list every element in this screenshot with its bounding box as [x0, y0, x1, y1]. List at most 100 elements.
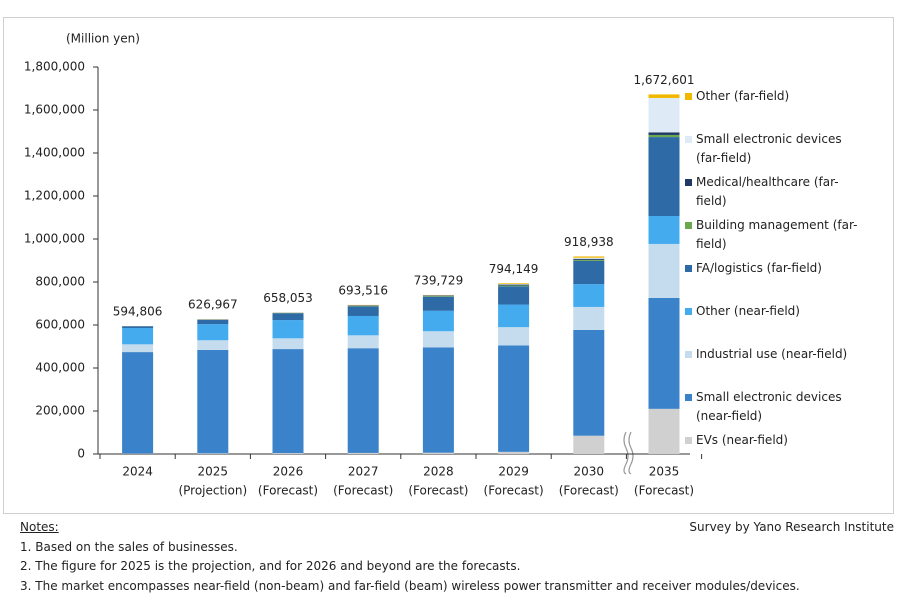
bar-segment — [498, 304, 530, 328]
bar-segment — [422, 310, 454, 332]
bar-segment — [573, 435, 605, 454]
bar-segment — [197, 319, 229, 325]
y-tick-label: 1,000,000 — [24, 232, 85, 246]
bar-segment — [422, 452, 454, 454]
x-tick-label: (Projection) — [178, 484, 247, 498]
bar-segment — [422, 296, 454, 311]
y-tick-label: 0 — [77, 447, 85, 461]
bar-segment — [272, 313, 304, 321]
bar-segment — [648, 243, 680, 298]
bar-segment — [648, 97, 680, 133]
legend-swatch — [685, 93, 692, 100]
legend-item: Other (far-field) — [685, 87, 866, 106]
total-label: 1,672,601 — [633, 73, 694, 87]
legend-label: Small electronic devices (far-field) — [696, 132, 842, 165]
bar-segment — [122, 328, 154, 345]
bar-segment — [122, 352, 154, 454]
legend-swatch — [685, 222, 692, 229]
bar-segment — [498, 327, 530, 346]
bar-segment — [197, 340, 229, 350]
bar-segment — [122, 326, 154, 329]
x-tick-label: (Forecast) — [408, 484, 468, 498]
bar-segment — [648, 132, 680, 135]
legend-item: Small electronic devices (far-field) — [685, 130, 866, 168]
bar-segment — [347, 452, 379, 454]
y-tick-label: 600,000 — [35, 318, 85, 332]
y-tick-label: 200,000 — [35, 404, 85, 418]
bar-segment — [422, 347, 454, 453]
y-tick-label: 1,600,000 — [24, 103, 85, 117]
bar-segment — [573, 256, 605, 258]
note: 2. The figure for 2025 is the projection… — [20, 559, 521, 573]
bar-segment — [498, 451, 530, 454]
legend-swatch — [685, 394, 692, 401]
x-tick-label: (Forecast) — [634, 484, 694, 498]
y-axis-label: (Million yen) — [66, 32, 140, 46]
x-tick-label: 2028 — [423, 465, 454, 479]
x-tick-label: 2027 — [348, 465, 379, 479]
chart-frame — [3, 17, 894, 514]
break-line — [623, 431, 629, 475]
legend-swatch — [685, 265, 692, 272]
total-label: 918,938 — [564, 235, 614, 249]
source: Survey by Yano Research Institute — [689, 520, 894, 534]
bar-segment — [347, 306, 379, 316]
legend-label: Medical/healthcare (far-field) — [696, 175, 839, 208]
legend-swatch — [685, 136, 692, 143]
legend-swatch — [685, 437, 692, 444]
total-label: 693,516 — [338, 283, 388, 297]
bar-segment — [272, 453, 304, 454]
y-tick-label: 1,400,000 — [24, 146, 85, 160]
x-tick-label: 2025 — [198, 465, 229, 479]
x-tick-label: 2029 — [498, 465, 529, 479]
legend-swatch — [685, 308, 692, 315]
y-tick-label: 1,800,000 — [24, 60, 85, 74]
bar-segment — [347, 315, 379, 336]
legend-swatch — [685, 179, 692, 186]
axis-break — [623, 431, 634, 475]
y-tick-label: 1,200,000 — [24, 189, 85, 203]
bar-segment — [197, 453, 229, 454]
legend-label: Small electronic devices (near-field) — [696, 390, 842, 423]
legend-label: EVs (near-field) — [696, 433, 788, 447]
bar-segment — [648, 215, 680, 244]
bar-segment — [498, 285, 530, 287]
bar-segment — [122, 344, 154, 353]
legend-swatch — [685, 351, 692, 358]
x-tick-label: 2024 — [122, 465, 153, 479]
notes-heading: Notes: — [20, 520, 59, 534]
bar-segment — [648, 408, 680, 454]
bar-segment — [272, 338, 304, 350]
bar-segment — [498, 284, 530, 286]
bar-segment — [648, 134, 680, 138]
bar-segment — [573, 284, 605, 307]
total-label: 626,967 — [188, 298, 238, 312]
legend-item: Medical/healthcare (far-field) — [685, 173, 866, 211]
bar-segment — [648, 297, 680, 409]
legend-item: EVs (near-field) — [685, 431, 866, 450]
legend-item: Small electronic devices (near-field) — [685, 388, 866, 426]
bar-segment — [197, 324, 229, 341]
x-tick-label: (Forecast) — [258, 484, 318, 498]
x-tick-label: (Forecast) — [559, 484, 619, 498]
bar-segment — [573, 258, 605, 260]
legend-item: Other (near-field) — [685, 302, 866, 321]
bar-segment — [648, 94, 680, 98]
x-tick-label: 2026 — [273, 465, 304, 479]
bar-segment — [573, 259, 605, 261]
total-label: 794,149 — [489, 262, 539, 276]
legend-label: Other (far-field) — [696, 89, 790, 103]
x-tick-label: 2035 — [649, 465, 680, 479]
y-tick-label: 800,000 — [35, 275, 85, 289]
x-tick-label: (Forecast) — [484, 484, 544, 498]
bar-segment — [422, 295, 454, 297]
total-label: 658,053 — [263, 291, 313, 305]
legend-label: Other (near-field) — [696, 304, 800, 318]
legend-item: Building management (far-field) — [685, 216, 866, 254]
bar-segment — [197, 349, 229, 454]
legend-item: Industrial use (near-field) — [685, 345, 866, 364]
bar-segment — [648, 137, 680, 216]
chart: (Million yen) 0 200,000 400,000 600,000 800,… — [24, 32, 703, 498]
bar-segment — [422, 296, 454, 297]
